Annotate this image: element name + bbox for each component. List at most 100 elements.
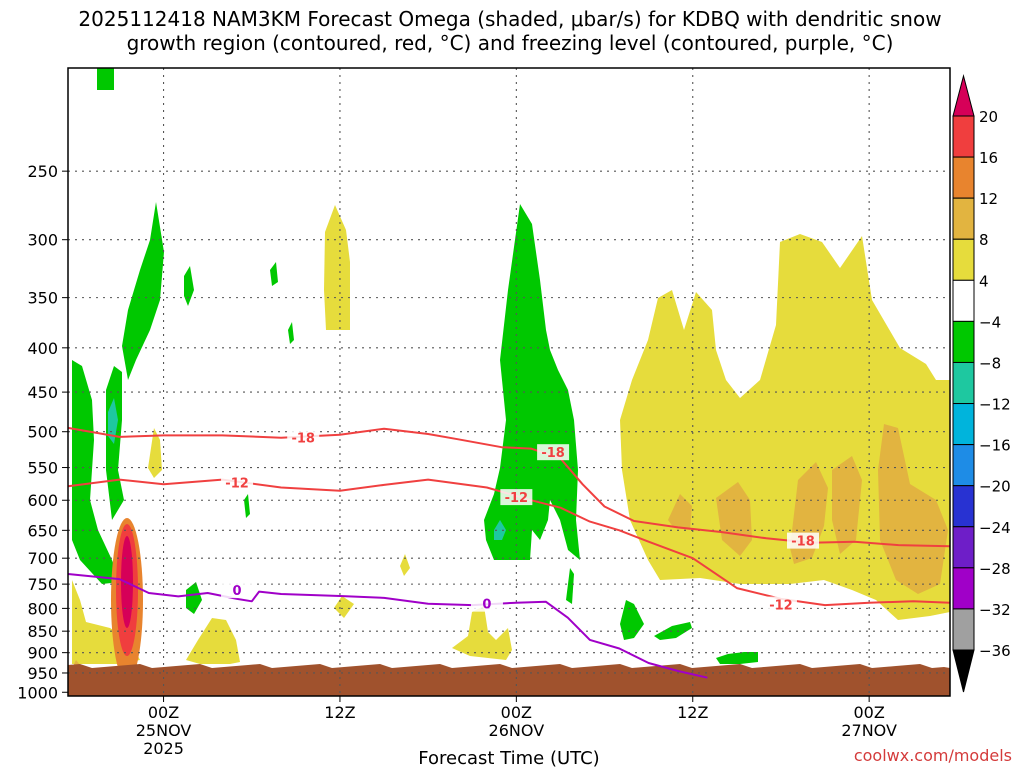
chart-title-line2: growth region (contoured, red, °C) and f… [127, 31, 894, 55]
omega-region-19 [184, 266, 194, 306]
colorbar-tick-1: 16 [979, 149, 998, 167]
colorbar-tick-0: 20 [979, 108, 998, 126]
colorbar-bottom-arrow [952, 649, 975, 693]
colorbar-segment-0 [952, 115, 975, 158]
omega-region-18 [122, 202, 164, 380]
contour-label-bg [287, 429, 320, 446]
omega-region-26 [566, 568, 574, 604]
y-tick-label-750: 750 [27, 575, 58, 594]
colorbar-tick-6: −8 [979, 354, 1001, 372]
colorbar-segment-8 [952, 444, 975, 487]
omega-region-25 [494, 520, 506, 540]
colorbar-top-arrow [952, 74, 975, 117]
colorbar-tick-9: −20 [979, 478, 1011, 496]
omega-region-20 [270, 262, 278, 286]
omega-region-6 [878, 424, 948, 594]
omega-region-29 [716, 652, 758, 664]
y-tick-label-700: 700 [27, 549, 58, 568]
x-tick-label-48-1: 00Z [853, 703, 884, 722]
colorbar-segment-10 [952, 526, 975, 569]
y-tick-label-450: 450 [27, 383, 58, 402]
contour-label-1-2: -12 [769, 599, 793, 614]
y-tick-label-550: 550 [27, 459, 58, 478]
colorbar-segment-1 [952, 156, 975, 199]
contour-label-bg [221, 474, 254, 491]
omega-region-0 [97, 68, 114, 90]
contour-label-bg [764, 596, 797, 613]
omega-region-27 [620, 600, 644, 640]
x-tick-label-36-1: 12Z [677, 703, 708, 722]
contour-label-bg [500, 489, 533, 506]
omega-region-15 [72, 360, 120, 584]
omega-region-16 [106, 366, 124, 520]
omega-region-17 [108, 398, 118, 444]
contour-label-bg [537, 444, 570, 461]
omega-region-11 [186, 618, 240, 664]
y-tick-label-850: 850 [27, 622, 58, 641]
colorbar-tick-4: 4 [979, 272, 989, 290]
y-tick-label-350: 350 [27, 289, 58, 308]
omega-region-10 [400, 554, 410, 576]
chart-title-line1: 2025112418 NAM3KM Forecast Omega (shaded… [78, 7, 941, 31]
omega-region-8 [148, 428, 162, 478]
omega-region-21 [288, 322, 294, 344]
contour-label-0-2: -18 [791, 535, 815, 550]
y-tick-label-400: 400 [27, 339, 58, 358]
contour-label-1-1: -12 [505, 491, 529, 506]
colorbar-segment-12 [952, 608, 975, 651]
omega-region-5 [832, 456, 862, 554]
y-tick-label-800: 800 [27, 599, 58, 618]
colorbar-segment-6 [952, 361, 975, 405]
contour-layer: -18 -18 -18 -12 -12 -12 0 0 [68, 426, 950, 679]
omega-region-28 [654, 622, 692, 640]
y-tick-label-900: 900 [27, 644, 58, 663]
x-tick-label-0-1: 00Z [148, 703, 179, 722]
omega-region-3 [716, 482, 752, 556]
colorbar-segment-4 [952, 279, 975, 322]
colorbar-tick-11: −28 [979, 560, 1011, 578]
y-tick-label-300: 300 [27, 231, 58, 250]
x-tick-label-12-1: 12Z [324, 703, 355, 722]
colorbar: 20 16 12 8 4 −4 −8 −12 −16 −20 −24 −28 −32 −36 [952, 74, 1011, 693]
contour-label-bg [221, 582, 254, 599]
colorbar-tick-7: −12 [979, 396, 1011, 414]
colorbar-tick-8: −16 [979, 437, 1011, 455]
colorbar-segment-2 [952, 197, 975, 240]
colorbar-tick-5: −4 [979, 313, 1001, 331]
omega-region-7 [324, 205, 350, 330]
colorbar-segment-11 [952, 567, 975, 610]
contour-label-0-0: -18 [291, 432, 315, 447]
omega-region-2 [668, 494, 692, 530]
y-tick-label-500: 500 [27, 423, 58, 442]
plot-frame [67, 67, 951, 697]
x-tick-label-0-3: 2025 [143, 739, 184, 758]
pressure-axis: 250 300 350 400 450 500 550 600 650 700 750 800 850 9… [17, 162, 68, 702]
omega-region-22 [186, 582, 202, 614]
omega-shaded-field [68, 68, 950, 696]
colorbar-segment-7 [952, 403, 975, 446]
contour-label-1-0: -12 [225, 476, 249, 491]
contour-label-2-0: 0 [233, 584, 242, 599]
omega-region-13 [452, 606, 512, 660]
y-tick-label-250: 250 [27, 162, 58, 181]
omega-region-1 [620, 234, 950, 620]
colorbar-segment-9 [952, 485, 975, 528]
contour-line-2 [68, 573, 708, 679]
colorbar-segment-3 [952, 238, 975, 281]
colorbar-tick-12: −32 [979, 601, 1011, 619]
x-tick-label-24-1: 00Z [501, 703, 532, 722]
y-tick-label-950: 950 [27, 664, 58, 683]
contour-label-bg [470, 595, 503, 612]
colorbar-tick-10: −24 [979, 519, 1011, 537]
x-tick-label-48-2: 27NOV [841, 721, 897, 740]
omega-region-24 [484, 204, 580, 560]
colorbar-segment-5 [952, 320, 975, 363]
colorbar-tick-2: 12 [979, 190, 998, 208]
contour-label-2-1: 0 [482, 598, 491, 613]
y-tick-label-1000: 1000 [17, 683, 58, 702]
y-tick-label-600: 600 [27, 491, 58, 510]
x-axis-label: Forecast Time (UTC) [418, 748, 599, 768]
omega-region-9 [334, 596, 354, 618]
